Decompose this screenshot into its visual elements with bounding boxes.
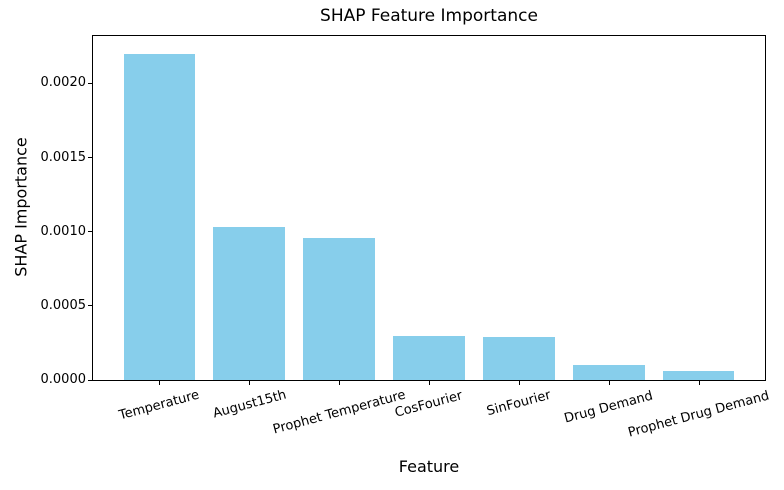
x-tick [249,381,251,385]
x-tick [698,381,700,385]
x-tick-label: Temperature [117,387,202,424]
x-tick [159,381,161,385]
y-tick [88,231,92,233]
x-tick-label: Prophet Temperature [271,387,408,438]
y-tick [88,157,92,159]
y-tick-label: 0.0005 [40,297,87,313]
y-tick [88,379,92,381]
y-tick [88,305,92,307]
plot-area [92,35,766,381]
bar-sinfourier [482,337,555,380]
x-tick [339,381,341,385]
x-axis-label: Feature [398,457,460,476]
x-tick-label: Drug Demand [562,387,655,427]
bar-drug-demand [572,365,645,380]
x-tick-label: SinFourier [485,387,553,420]
y-tick-label: 0.0010 [40,223,87,239]
bar-prophet-drug-demand [662,370,735,380]
chart-title: SHAP Feature Importance [320,6,538,26]
x-tick [608,381,610,385]
x-tick-label: August15th [210,387,288,422]
y-tick-label: 0.0000 [40,372,87,387]
bar-temperature [123,53,196,380]
bar-cosfourier [393,335,465,380]
x-tick [429,381,430,385]
bar-august15th [213,227,286,380]
bar-prophet-temperature [303,237,376,380]
y-tick-label: 0.0020 [40,75,87,91]
y-tick-label: 0.0015 [40,149,87,165]
y-tick [88,82,92,84]
x-tick [518,381,520,385]
